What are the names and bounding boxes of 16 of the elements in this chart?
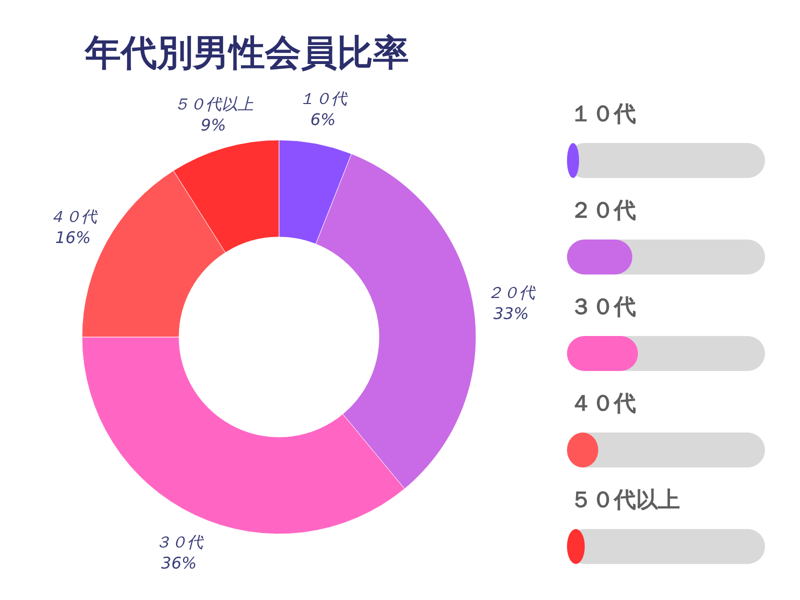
slice-label: ４０代 bbox=[49, 206, 100, 226]
slice-label: ２０代 bbox=[487, 283, 538, 302]
y-tick-label: ４０代 bbox=[570, 392, 636, 416]
data-label: 9% bbox=[200, 115, 226, 134]
slice-label: ３０代 bbox=[154, 532, 205, 552]
data-label: 33% bbox=[493, 304, 529, 324]
y-tick-label: １０代 bbox=[570, 102, 636, 127]
data-label: 36% bbox=[161, 554, 197, 573]
y-tick-label: ２０代 bbox=[570, 198, 636, 224]
slice-label: ５０代以上 bbox=[173, 94, 254, 114]
slice-label: １０代 bbox=[299, 89, 350, 108]
data-label: 16% bbox=[55, 228, 91, 247]
chart-title: 年代別男性会員比率 bbox=[84, 33, 409, 74]
y-tick-label: ３０代 bbox=[570, 295, 636, 320]
y-tick-label: ５０代以上 bbox=[570, 488, 680, 513]
data-label: 6% bbox=[310, 110, 336, 130]
